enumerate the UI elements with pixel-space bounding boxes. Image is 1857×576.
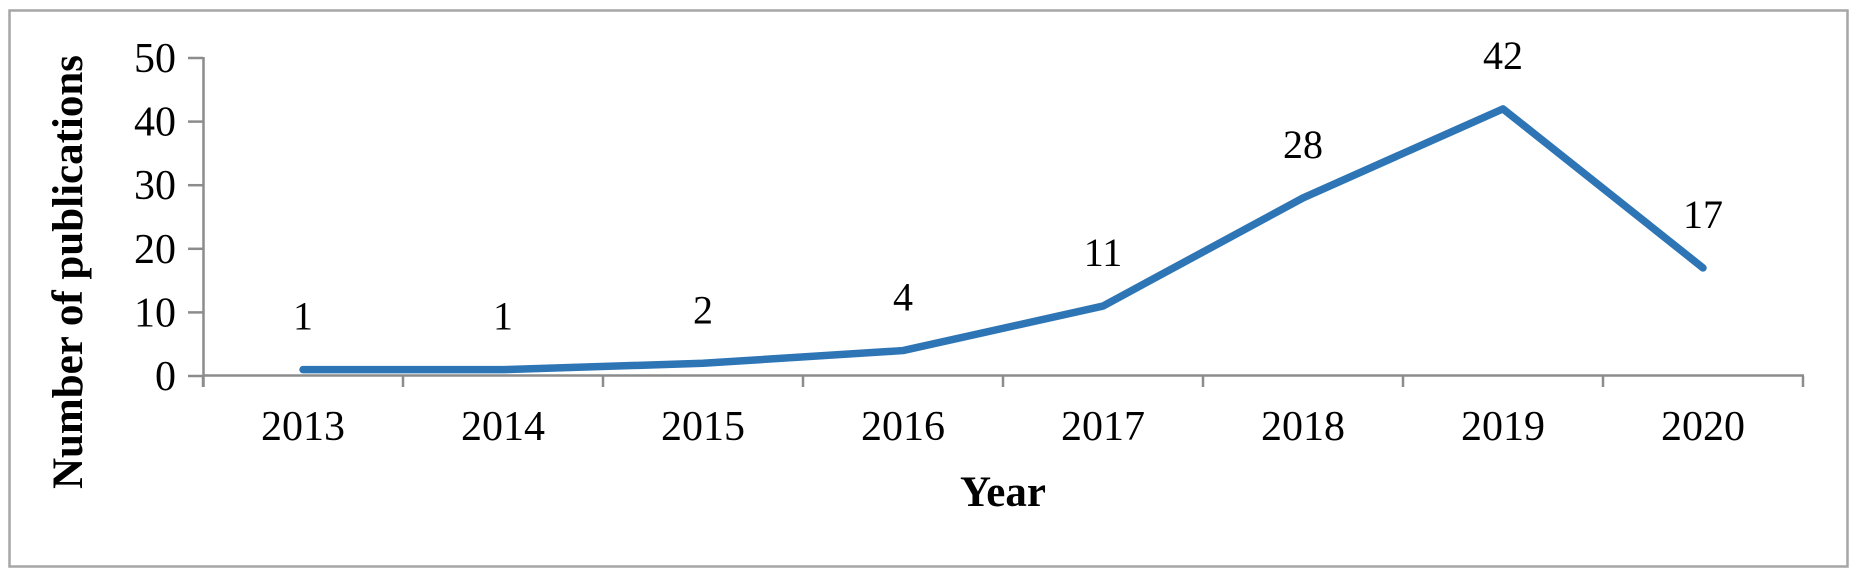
data-label-2020: 17 [1683,192,1723,237]
y-tick-label: 10 [134,290,176,336]
y-tick-label: 50 [134,36,176,82]
data-label-2015: 2 [693,287,713,332]
x-tick-label-2017: 2017 [1061,404,1145,450]
figure-frame [8,9,1849,568]
axes-layer: 0 10 20 30 40 50 2013 2014 2015 2016 2017 2018 2019 2… [134,36,1805,450]
x-tick-label-2020: 2020 [1661,404,1745,450]
x-tick-label-2018: 2018 [1261,404,1345,450]
x-tick-label-2016: 2016 [861,404,945,450]
x-tick-label-2013: 2013 [261,404,345,450]
data-label-2018: 28 [1283,122,1323,167]
data-label-2014: 1 [493,294,513,339]
data-label-2013: 1 [293,294,313,339]
data-label-2019: 42 [1483,33,1523,78]
data-label-2016: 4 [893,275,913,320]
x-tick-label-2015: 2015 [661,404,745,450]
x-tick-label-2014: 2014 [461,404,545,450]
y-tick-label: 20 [134,227,176,273]
y-tick-label: 30 [134,163,176,209]
y-tick-label: 40 [134,100,176,146]
series-line [299,105,1707,374]
y-axis-title: Number of publications [45,55,92,489]
y-tick-label: 0 [155,354,176,400]
x-tick-label-2019: 2019 [1461,404,1545,450]
x-axis-title: Year [960,469,1046,516]
series-layer [299,105,1707,374]
data-label-2017: 11 [1084,230,1123,275]
